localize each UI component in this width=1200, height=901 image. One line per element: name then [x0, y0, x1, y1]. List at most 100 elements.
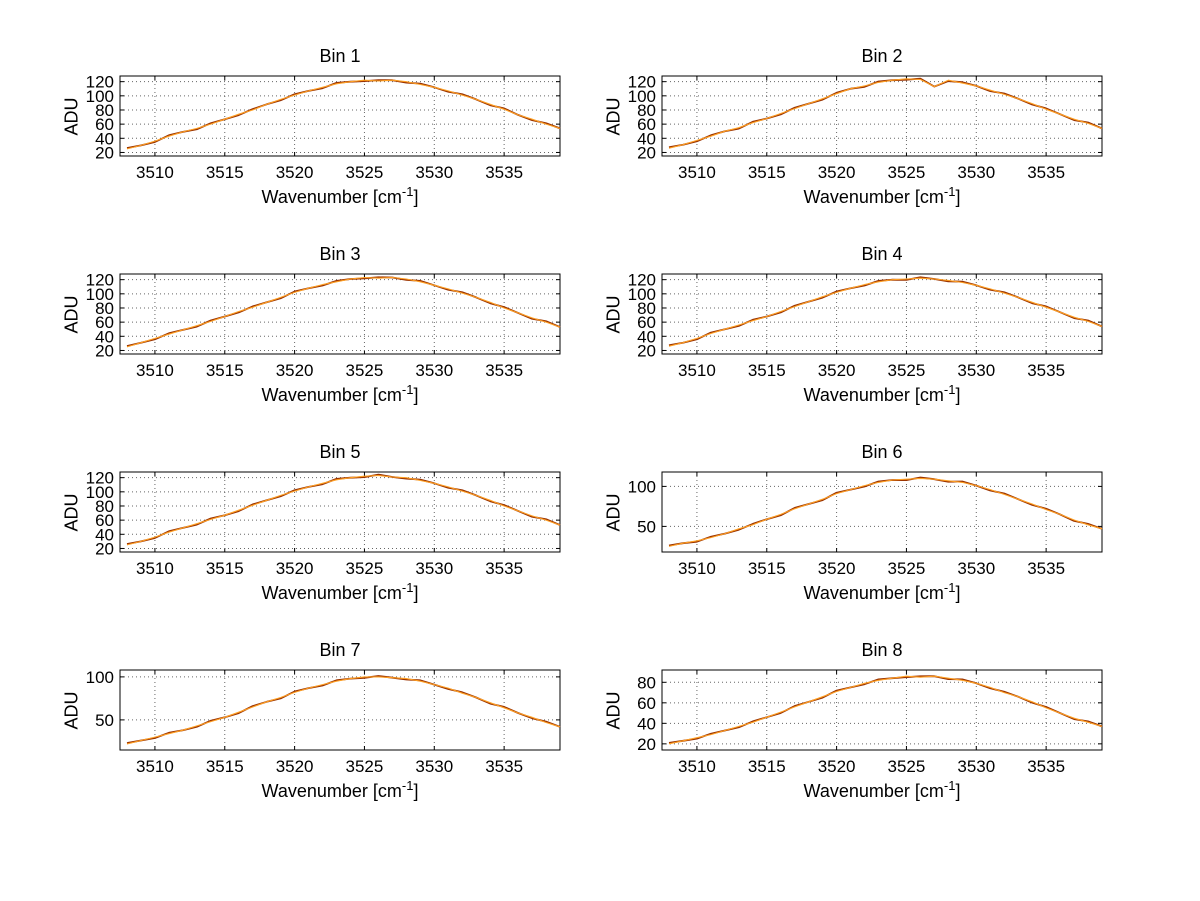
- subplot: Bin 8 ADU 3510 3515 3520 3525 3530 3535 20 40 60…: [586, 640, 1118, 810]
- trace-dark: [668, 276, 1103, 347]
- subplot: Bin 7 ADU 3510 3515 3520 3525 3530 3535 50 100 …: [44, 640, 576, 810]
- xlabel-close: ]: [413, 781, 419, 801]
- subplot: Bin 2 ADU 3510 3515 3520 3525 3530 3535 20 40 60…: [586, 46, 1118, 216]
- xlabel-close: ]: [955, 781, 961, 801]
- y-tick-label: 100: [86, 87, 114, 106]
- trace-dark: [668, 476, 1103, 547]
- y-tick-label: 100: [628, 87, 656, 106]
- y-tick-label: 60: [637, 115, 656, 134]
- y-tick-label: 50: [95, 711, 114, 730]
- xlabel-text: Wavenumber [cm: [261, 385, 402, 405]
- y-tick-label: 20: [95, 341, 114, 360]
- x-tick-label: 3535: [485, 757, 523, 776]
- subplot: Bin 5 ADU 3510 3515 3520 3525 3530 3535 20 40 60…: [44, 442, 576, 612]
- x-tick-label: 3530: [957, 757, 995, 776]
- x-axis-label: Wavenumber [cm-1]: [120, 382, 560, 406]
- xlabel-text: Wavenumber [cm: [261, 187, 402, 207]
- x-axis-label: Wavenumber [cm-1]: [120, 580, 560, 604]
- y-tick-label: 60: [95, 313, 114, 332]
- x-tick-label: 3515: [206, 757, 244, 776]
- subplot-title: Bin 2: [861, 46, 903, 66]
- x-tick-label: 3530: [415, 757, 453, 776]
- subplot-title: Bin 7: [319, 640, 361, 660]
- subplot-title: Bin 6: [861, 442, 903, 462]
- y-tick-label: 120: [86, 469, 114, 488]
- x-tick-label: 3520: [276, 361, 314, 380]
- x-tick-label: 3535: [1027, 361, 1065, 380]
- trace-dark: [668, 77, 1103, 149]
- x-axis-label: Wavenumber [cm-1]: [662, 382, 1102, 406]
- x-tick-label: 3530: [415, 163, 453, 182]
- x-tick-label: 3510: [678, 757, 716, 776]
- y-tick-label: 100: [86, 668, 114, 687]
- xlabel-close: ]: [413, 583, 419, 603]
- x-tick-label: 3535: [1027, 559, 1065, 578]
- plot-area: 3510 3515 3520 3525 3530 3535 50 100: [86, 668, 561, 776]
- x-tick-label: 3510: [136, 559, 174, 578]
- xlabel-close: ]: [955, 187, 961, 207]
- subplot: Bin 4 ADU 3510 3515 3520 3525 3530 3535 20 40 60…: [586, 244, 1118, 414]
- x-axis-label: Wavenumber [cm-1]: [662, 580, 1102, 604]
- x-tick-label: 3515: [206, 361, 244, 380]
- y-tick-label: 20: [637, 341, 656, 360]
- trace-orange: [668, 477, 1103, 547]
- y-tick-label: 40: [637, 714, 656, 733]
- y-tick-label: 60: [95, 511, 114, 530]
- y-tick-label: 120: [86, 73, 114, 92]
- trace-orange: [126, 79, 561, 150]
- xlabel-text: Wavenumber [cm: [803, 781, 944, 801]
- axis-box: [119, 75, 561, 157]
- y-tick-label: 40: [637, 129, 656, 148]
- x-tick-label: 3535: [485, 163, 523, 182]
- y-tick-label: 100: [86, 483, 114, 502]
- y-tick-label: 40: [637, 327, 656, 346]
- plot-area: 3510 3515 3520 3525 3530 3535 50 100: [628, 471, 1103, 578]
- x-tick-label: 3510: [136, 163, 174, 182]
- y-tick-label: 120: [628, 73, 656, 92]
- x-tick-label: 3510: [678, 361, 716, 380]
- subplot-title: Bin 8: [861, 640, 903, 660]
- xlabel-exponent: -1: [401, 580, 414, 595]
- xlabel-close: ]: [413, 187, 419, 207]
- y-tick-label: 80: [637, 101, 656, 120]
- x-tick-label: 3515: [206, 163, 244, 182]
- x-tick-label: 3510: [678, 559, 716, 578]
- x-tick-label: 3530: [957, 163, 995, 182]
- x-tick-label: 3515: [748, 361, 786, 380]
- x-tick-label: 3535: [485, 559, 523, 578]
- y-tick-label: 60: [95, 115, 114, 134]
- y-tick-label: 100: [86, 285, 114, 304]
- axis-box: [661, 669, 1103, 751]
- x-axis-label: Wavenumber [cm-1]: [662, 778, 1102, 802]
- x-tick-label: 3510: [678, 163, 716, 182]
- subplot: Bin 1 ADU 3510 3515 3520 3525 3530 3535 20 40 60…: [44, 46, 576, 216]
- x-tick-label: 3520: [276, 757, 314, 776]
- x-tick-label: 3535: [1027, 163, 1065, 182]
- x-tick-label: 3535: [1027, 757, 1065, 776]
- y-tick-label: 20: [637, 143, 656, 162]
- subplot: Bin 6 ADU 3510 3515 3520 3525 3530 3535 50 100 …: [586, 442, 1118, 612]
- trace-orange: [668, 277, 1103, 347]
- y-tick-label: 20: [637, 735, 656, 754]
- xlabel-text: Wavenumber [cm: [803, 385, 944, 405]
- y-tick-label: 120: [86, 271, 114, 290]
- x-tick-label: 3525: [888, 757, 926, 776]
- x-axis-label: Wavenumber [cm-1]: [120, 184, 560, 208]
- x-tick-label: 3515: [748, 559, 786, 578]
- subplot: Bin 3 ADU 3510 3515 3520 3525 3530 3535 20 40 60…: [44, 244, 576, 414]
- y-tick-label: 120: [628, 271, 656, 290]
- x-tick-label: 3520: [276, 163, 314, 182]
- x-tick-label: 3525: [346, 361, 384, 380]
- x-tick-label: 3530: [957, 559, 995, 578]
- y-tick-label: 100: [628, 477, 656, 496]
- y-tick-label: 50: [637, 517, 656, 536]
- xlabel-close: ]: [955, 385, 961, 405]
- y-tick-label: 60: [637, 313, 656, 332]
- y-tick-label: 40: [95, 129, 114, 148]
- x-tick-label: 3520: [818, 361, 856, 380]
